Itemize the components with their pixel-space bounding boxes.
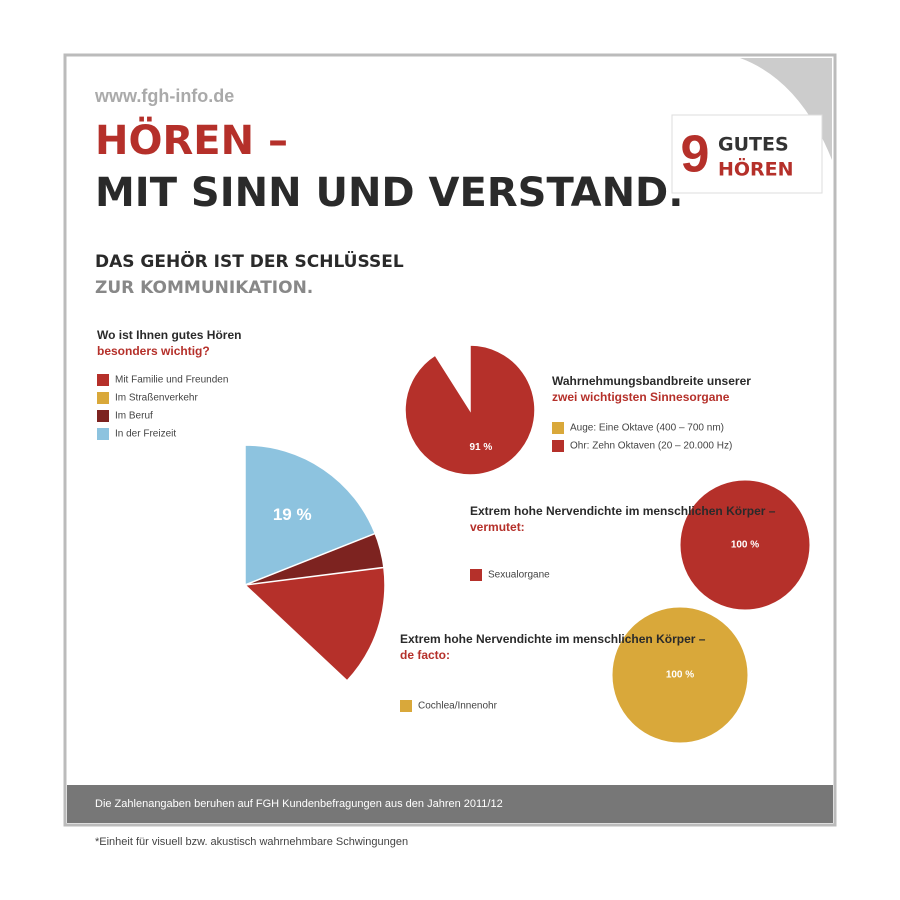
logo-box xyxy=(671,114,823,194)
subheadline: DAS GEHÖR IST DER SCHLÜSSEL xyxy=(95,250,404,272)
legend-swatch xyxy=(97,374,109,386)
footer-band xyxy=(67,785,833,823)
legend-swatch xyxy=(470,569,482,581)
logo-text: HÖREN xyxy=(718,157,794,181)
legend-label: Ohr: Zehn Oktaven (20 – 20.000 Hz) xyxy=(570,441,732,452)
subheadline: ZUR KOMMUNIKATION. xyxy=(95,278,313,298)
headline: HÖREN – xyxy=(95,116,288,164)
legend-label: Mit Familie und Freunden xyxy=(115,375,228,386)
headline: MIT SINN UND VERSTAND. xyxy=(95,170,683,216)
logo-text: GUTES xyxy=(718,134,789,156)
url: www.fgh-info.de xyxy=(94,86,234,106)
legend-swatch xyxy=(97,410,109,422)
chart-title: Extrem hohe Nervendichte im menschlichen… xyxy=(400,632,706,646)
pie-slice xyxy=(404,344,536,476)
corner-shade xyxy=(740,58,832,160)
pie-slice xyxy=(679,479,811,611)
pie-slice xyxy=(244,444,377,587)
chart-subtitle: zwei wichtigsten Sinnesorgane xyxy=(552,390,730,404)
chart-subtitle: de facto: xyxy=(400,648,450,662)
chart-title: Wo ist Ihnen gutes Hören xyxy=(97,328,241,342)
value-label: 100 % xyxy=(666,670,694,681)
legend-label: Auge: Eine Oktave (400 – 700 nm) xyxy=(570,423,724,434)
chart-title: Wahrnehmungsbandbreite unserer xyxy=(552,374,751,388)
legend-label: Im Straßenverkehr xyxy=(115,393,198,404)
pie-slice xyxy=(611,606,749,744)
legend-swatch xyxy=(552,440,564,452)
legend-swatch xyxy=(97,392,109,404)
legend-swatch xyxy=(400,700,412,712)
legend-label: In der Freizeit xyxy=(115,429,176,440)
chart-subtitle: besonders wichtig? xyxy=(97,344,210,358)
legend-label: Im Beruf xyxy=(115,411,153,422)
legend-swatch xyxy=(97,428,109,440)
footer-note: Die Zahlenangaben beruhen auf FGH Kunden… xyxy=(95,798,503,810)
chart-subtitle: vermutet: xyxy=(470,520,525,534)
legend-swatch xyxy=(552,422,564,434)
value-label: 100 % xyxy=(731,540,759,551)
logo-icon: 9 xyxy=(681,126,710,184)
value-label: 91 % xyxy=(469,442,492,453)
legend-label: Cochlea/Innenohr xyxy=(418,701,498,712)
footnote: *Einheit für visuell bzw. akustisch wahr… xyxy=(95,836,408,848)
chart-title: Extrem hohe Nervendichte im menschlichen… xyxy=(470,504,776,518)
logo: 9 GUTES HÖREN xyxy=(671,114,823,194)
value-label: 19 % xyxy=(273,505,312,524)
legend-label: Sexualorgane xyxy=(488,570,550,581)
